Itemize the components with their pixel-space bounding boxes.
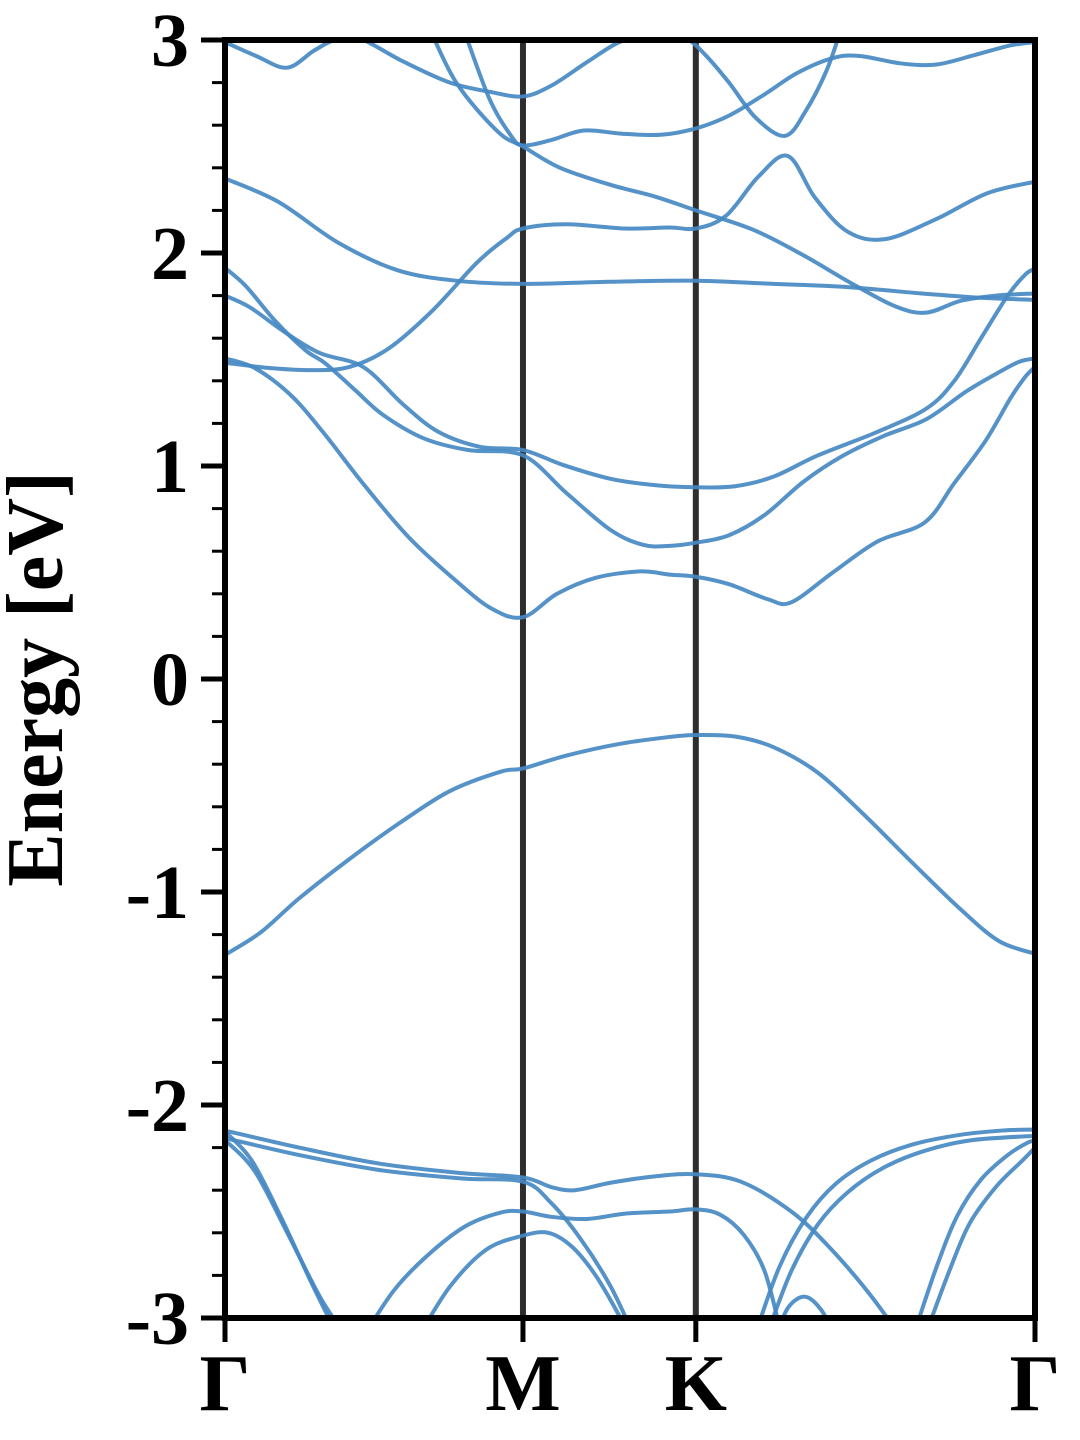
y-tick-label: -2 — [126, 1064, 189, 1148]
band-low-dive-b — [225, 1138, 336, 1318]
y-tick-label: 0 — [151, 638, 189, 722]
y-tick-label: 3 — [151, 0, 189, 83]
band-low-flat-b — [225, 1136, 629, 1318]
band-low-right-pair2a — [917, 1138, 1035, 1318]
y-tick-label: -3 — [126, 1277, 189, 1361]
y-axis-label: Energy [eV] — [0, 471, 80, 886]
y-tick-label: -1 — [126, 851, 189, 935]
x-tick-label-kpoint: M — [485, 1340, 561, 1428]
plot-frame — [222, 37, 1038, 1321]
band-lower-branch — [225, 265, 1035, 549]
x-tick-label-kpoint: Γ — [200, 1340, 251, 1428]
band-upper-branch — [225, 266, 1035, 490]
band-low-riser-1 — [372, 1207, 780, 1318]
band-wavy-flat-upper — [465, 40, 1035, 148]
y-tick-label: 1 — [151, 425, 189, 509]
x-tick-label-kpoint: Γ — [1010, 1340, 1061, 1428]
band-dip-to-gamma — [432, 40, 1035, 315]
band-low-right-pair2b — [929, 1145, 1035, 1318]
x-tick-label-kpoint: K — [665, 1340, 727, 1428]
band-low-riser-2 — [427, 1230, 623, 1318]
band-low-dive-a — [225, 1129, 331, 1318]
band-cbm — [225, 356, 1035, 620]
band-top-wavy — [225, 40, 840, 138]
y-tick-label: 2 — [151, 212, 189, 296]
band-low-flat-a — [225, 1128, 890, 1318]
band-lambda — [225, 153, 1035, 373]
band-low-right-pair1a — [758, 1127, 1035, 1318]
bands-group — [225, 40, 1035, 1318]
band-valence-top — [225, 732, 1035, 957]
band-flat-1p86 — [225, 176, 1035, 302]
band-low-right-pair1b — [770, 1133, 1035, 1318]
